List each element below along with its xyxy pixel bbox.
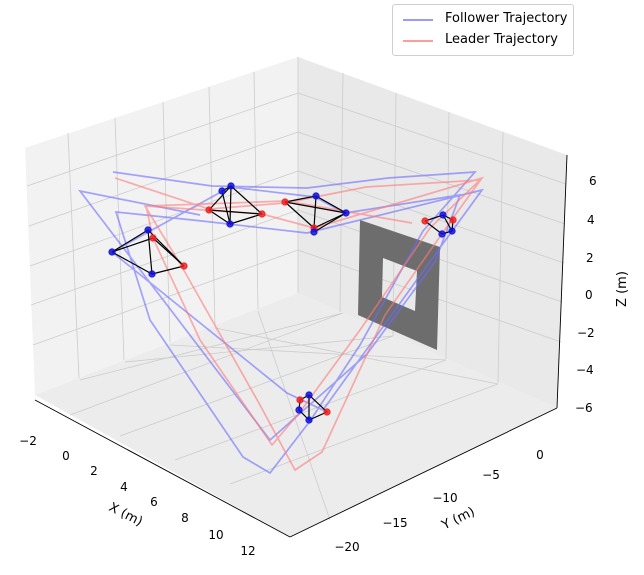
legend-follower-label: Follower Trajectory (445, 11, 568, 26)
x-tick-label: 2 (90, 464, 98, 478)
leader-marker (205, 206, 213, 214)
follower-marker (295, 406, 303, 414)
y-tick-label: 0 (536, 448, 544, 462)
leader-trajectory (114, 176, 485, 472)
follower-trajectory (77, 171, 485, 475)
leader-markers (149, 198, 457, 416)
legend-follower-line (403, 19, 433, 21)
follower-marker (342, 209, 350, 217)
left-back-pane (25, 57, 298, 395)
leader-marker (180, 262, 188, 270)
x-tick-label: 10 (208, 528, 223, 542)
follower-marker (448, 227, 456, 235)
follower-marker (312, 192, 320, 200)
z-tick-label: −4 (576, 363, 594, 377)
z-tick-label: 6 (589, 174, 597, 188)
y-tick-label: −10 (432, 491, 457, 505)
follower-marker (305, 416, 313, 424)
y-tick-label: −15 (382, 516, 407, 530)
x-tick-label: −2 (19, 434, 37, 448)
follower-marker (108, 248, 116, 256)
z-tick-label: −2 (577, 326, 595, 340)
leader-marker (421, 217, 429, 225)
y-axis-label: Y (m) (439, 504, 478, 533)
follower-marker (226, 220, 234, 228)
x-tick-label: 8 (181, 511, 189, 525)
follower-marker (439, 211, 447, 219)
follower-marker (310, 228, 318, 236)
axes-panes (25, 57, 567, 537)
leader-marker (449, 216, 457, 224)
z-tick-label: 0 (585, 288, 593, 302)
y-axis-line (289, 407, 558, 538)
legend: Follower Trajectory Leader Trajectory (392, 4, 574, 56)
x-tick-labels: −2 0 2 4 6 8 10 12 (19, 434, 255, 558)
x-tick-label: 4 (120, 480, 128, 494)
follower-marker (438, 230, 446, 238)
leader-marker (281, 198, 289, 206)
z-tick-label: 4 (587, 213, 595, 227)
axis-edges (34, 154, 568, 538)
z-axis-label: Z (m) (615, 271, 630, 307)
follower-marker (227, 182, 235, 190)
follower-marker (148, 270, 156, 278)
leader-marker (323, 408, 331, 416)
follower-marker (144, 226, 152, 234)
x-tick-label: 12 (240, 544, 255, 558)
z-tick-label: −6 (575, 401, 593, 415)
x-axis-line (34, 399, 291, 538)
follower-marker (218, 187, 226, 195)
y-tick-labels: −20 −15 −10 −5 0 (334, 448, 543, 554)
y-tick-label: −20 (334, 540, 359, 554)
gate-obstacle (358, 220, 440, 350)
leader-marker (149, 234, 157, 242)
y-tick-label: −5 (482, 468, 500, 482)
leader-marker (296, 396, 304, 404)
x-axis-label: X (m) (106, 500, 145, 530)
follower-marker (305, 391, 313, 399)
x-tick-label: 6 (150, 495, 158, 509)
legend-leader-label: Leader Trajectory (445, 32, 558, 47)
z-axis-line (556, 154, 568, 409)
legend-leader-line (403, 40, 433, 42)
follower-markers (108, 182, 456, 424)
x-tick-label: 0 (62, 449, 70, 463)
z-tick-label: 2 (586, 251, 594, 265)
leader-marker (258, 210, 266, 218)
z-tick-labels: −6 −4 −2 0 2 4 6 (575, 174, 597, 415)
